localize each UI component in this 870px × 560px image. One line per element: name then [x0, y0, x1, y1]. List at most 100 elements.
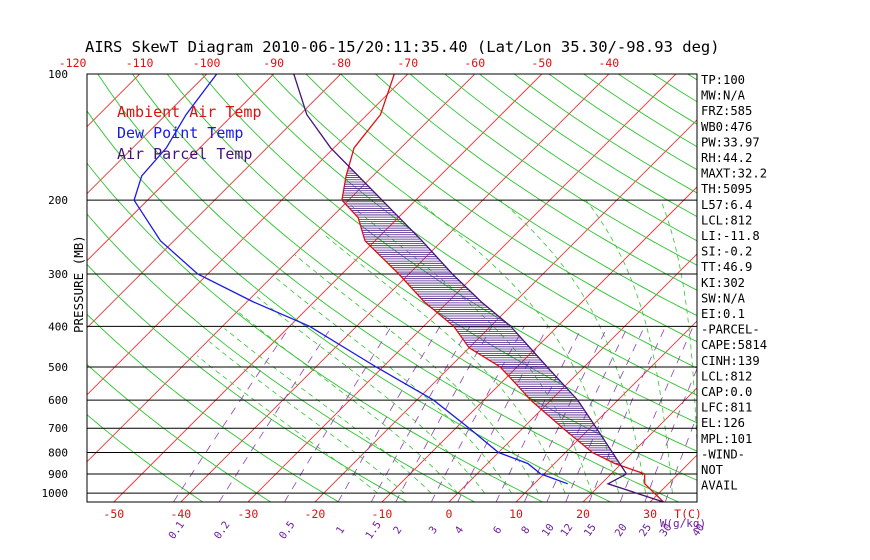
index-entry: MW:N/A [701, 89, 746, 103]
mixing-ratio-tick-label: 25 [637, 522, 654, 539]
temp-tick-label: -50 [103, 507, 124, 521]
isotherm-line [582, 387, 697, 502]
mixing-ratio-tick-label: 1.5 [363, 519, 384, 541]
mixing-ratio-tick-label: 40 [690, 522, 707, 539]
mixing-ratio-tick-label: 2 [391, 524, 404, 536]
top-temp-tick-label: -40 [598, 56, 619, 70]
moist-adiabat-line [196, 355, 378, 494]
index-entry: L57:6.4 [701, 198, 752, 212]
index-entry: LCL:812 [701, 369, 752, 383]
mixing-ratio-line [546, 326, 629, 502]
dry-adiabat-line [270, 74, 697, 369]
mixing-ratio-tick-label: 10 [540, 522, 557, 539]
isotherm-line [87, 74, 207, 195]
temp-tick-label: -30 [237, 507, 258, 521]
index-entry: RH:44.2 [701, 151, 752, 165]
pressure-tick-label: 1000 [42, 487, 69, 500]
mixing-ratio-tick-label: 12 [558, 522, 575, 539]
legend-entry: Dew Point Temp [117, 124, 243, 142]
mixing-ratio-tick-label: 1 [334, 524, 347, 536]
cape-hatching [342, 166, 621, 466]
mixing-ratio-tick-label: 3 [427, 524, 440, 536]
index-entry: EL:126 [701, 416, 745, 430]
dry-adiabat-line [87, 363, 272, 502]
temp-tick-label: -10 [372, 507, 393, 521]
index-entry: TT:46.9 [701, 260, 752, 274]
top-temp-tick-label: -90 [263, 56, 284, 70]
temp-tick-label: 30 [643, 507, 657, 521]
dry-adiabat-line [479, 74, 697, 218]
dry-adiabat-line [861, 74, 870, 502]
mixing-ratio-line [664, 414, 697, 502]
dry-adiabat-line [652, 74, 697, 103]
chart-title: AIRS SkewT Diagram 2010-06-15/20:11:35.4… [85, 38, 720, 56]
legend-entry: Air Parcel Temp [117, 145, 252, 163]
index-entry: WB0:476 [701, 120, 752, 134]
pressure-tick-label: 200 [48, 194, 68, 207]
mixing-ratio-line [588, 326, 666, 502]
dry-adiabat-line [166, 74, 697, 452]
moist-adiabat-line [322, 233, 566, 494]
mixing-ratio-tick-label: 0.2 [212, 519, 233, 541]
index-entry: LFC:811 [701, 401, 752, 415]
temp-tick-label: -40 [170, 507, 191, 521]
legend-entry: Ambient Air Temp [117, 103, 262, 121]
pressure-tick-label: 700 [48, 422, 68, 435]
dry-adiabat-line [826, 74, 870, 502]
dry-adiabat-line [409, 74, 697, 266]
index-entry: EI:0.1 [701, 307, 745, 321]
index-entry: -WIND- [701, 447, 745, 461]
index-entry: TH:5095 [701, 182, 752, 196]
index-entry: TP:100 [701, 73, 745, 87]
dry-adiabat-line [757, 74, 870, 502]
isotherm-line [314, 119, 697, 502]
dry-adiabat-line [87, 162, 543, 502]
dry-adiabat-line [87, 110, 611, 502]
pressure-tick-label: 300 [48, 268, 68, 281]
plot-frame [86, 73, 698, 503]
dry-adiabat-line [444, 74, 697, 242]
temp-tick-label: 0 [446, 507, 453, 521]
dry-adiabat-line [201, 74, 697, 424]
temp-tick-label: 10 [509, 507, 523, 521]
dry-adiabat-line [87, 213, 475, 502]
temp-tick-label: -20 [305, 507, 326, 521]
temp-axis-label: T(C) [674, 507, 702, 521]
isotherm-line [180, 74, 610, 502]
index-entry: PW:33.97 [701, 135, 760, 149]
index-entry: MAXT:32.2 [701, 167, 767, 181]
pressure-tick-label: 800 [48, 447, 68, 460]
mixing-ratio-tick-label: 0.1 [166, 519, 187, 541]
moist-adiabat-line [238, 311, 459, 494]
isotherm-line [247, 74, 677, 502]
index-entry: AVAIL [701, 479, 738, 493]
mixing-ratio-tick-label: 6 [491, 524, 504, 536]
index-entry: CAPE:5814 [701, 338, 767, 352]
isotherm-line [448, 253, 697, 502]
pressure-tick-label: 400 [48, 320, 68, 333]
profile-line [133, 74, 568, 485]
mixing-ratio-line [495, 326, 583, 502]
pressure-tick-label: 900 [48, 468, 68, 481]
isotherm-line [87, 74, 409, 396]
dry-adiabat-line [375, 74, 697, 291]
pressure-tick-label: 100 [48, 68, 68, 81]
mixing-ratio-line [644, 367, 697, 502]
dry-adiabat-line [132, 74, 697, 481]
profile-lines [133, 74, 664, 502]
mixing-ratio-line [370, 326, 471, 502]
top-temp-tick-label: -80 [330, 56, 351, 70]
moist-adiabat-line [294, 254, 539, 494]
top-temp-tick-label: -60 [464, 56, 485, 70]
index-entry: NOT [701, 463, 724, 477]
mixing-ratio-tick-label: 8 [519, 524, 532, 536]
mixing-ratio-tick-label: 20 [613, 522, 630, 539]
profile-line [293, 74, 664, 502]
index-entry: MPL:101 [701, 432, 752, 446]
mixing-ratio-line [173, 326, 291, 502]
top-temp-tick-label: -70 [397, 56, 418, 70]
top-temp-tick-label: -50 [531, 56, 552, 70]
moist-adiabat-line [208, 341, 405, 494]
